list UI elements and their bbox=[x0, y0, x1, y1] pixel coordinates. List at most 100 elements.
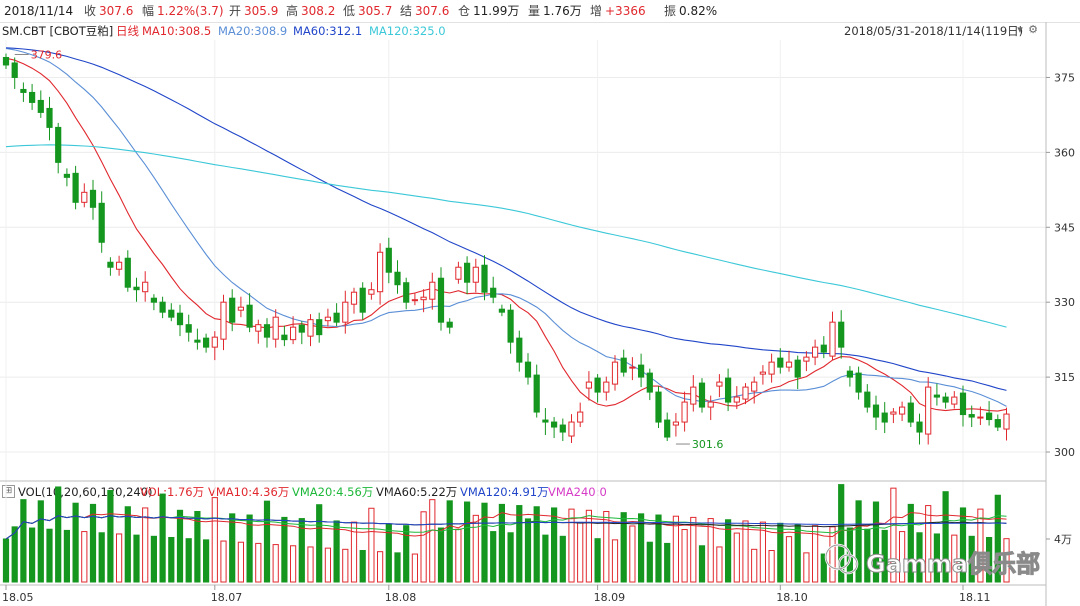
volume-bar bbox=[1003, 538, 1010, 583]
collapse-icon[interactable]: ⊞ bbox=[2, 485, 15, 498]
candle-body bbox=[429, 281, 436, 300]
candle-body bbox=[907, 402, 914, 423]
volume-bar bbox=[2, 538, 10, 583]
amplitude-label: 振 bbox=[664, 4, 677, 18]
candle-body bbox=[846, 370, 853, 378]
vma120-value: VMA120:4.91万 bbox=[460, 485, 549, 499]
candle-body bbox=[733, 396, 740, 403]
volume-bar bbox=[316, 504, 323, 583]
candle-body bbox=[829, 321, 836, 357]
candle-body bbox=[855, 372, 862, 393]
candle-body bbox=[176, 312, 184, 326]
chevron-down-icon[interactable]: ▾ bbox=[1017, 23, 1023, 36]
low-value: 305.7 bbox=[358, 4, 393, 18]
settle-label: 结 bbox=[400, 4, 413, 18]
candle-body bbox=[37, 99, 44, 113]
candle-body bbox=[403, 282, 410, 303]
price-tick-label: 315 bbox=[1054, 371, 1075, 384]
time-tick-label: 18.05 bbox=[2, 591, 34, 604]
time-tick-label: 18.08 bbox=[385, 591, 417, 604]
volume-tick-label: 4万 bbox=[1054, 533, 1072, 546]
candle-body bbox=[933, 394, 940, 398]
volume-bar bbox=[855, 500, 862, 583]
candle-body bbox=[481, 264, 488, 293]
candle-body bbox=[2, 56, 10, 66]
volume-bar bbox=[838, 484, 845, 583]
volume-bar bbox=[638, 513, 645, 583]
volume-bar bbox=[81, 531, 88, 583]
candle-body bbox=[785, 361, 793, 368]
ma-legend: SM.CBT [CBOT豆粕] 日线 MA10:308.5 MA20:308.9… bbox=[0, 22, 1080, 40]
candle-body bbox=[159, 301, 166, 313]
candle-body bbox=[925, 386, 932, 435]
volume-bar bbox=[542, 534, 549, 583]
candle-body bbox=[472, 266, 479, 283]
oi-change-value: +3366 bbox=[605, 4, 646, 18]
volume-bar bbox=[603, 510, 610, 583]
settings-gear-icon[interactable]: ⚙ bbox=[1028, 23, 1038, 36]
volume-bar bbox=[429, 499, 436, 583]
candle-body bbox=[899, 406, 906, 415]
candle-body bbox=[490, 287, 497, 298]
volume-bar bbox=[342, 548, 349, 583]
ma-line-ma20 bbox=[5, 47, 1007, 407]
volume-bar bbox=[229, 513, 236, 583]
candle-body bbox=[150, 297, 158, 303]
symbol-name: SM.CBT [CBOT豆粕] bbox=[2, 24, 114, 38]
candle-body bbox=[263, 324, 271, 338]
ma60-value: MA60:312.1 bbox=[293, 24, 363, 38]
volume-legend: ⊞ VOL(10,20,60,120,240) VOL:1.76万 VMA10:… bbox=[0, 483, 1080, 501]
candle-body bbox=[681, 401, 688, 423]
amplitude-value: 0.82% bbox=[679, 4, 718, 18]
candle-body bbox=[820, 344, 827, 353]
close-label: 收 bbox=[84, 4, 97, 18]
volume-bar bbox=[211, 497, 218, 583]
candle-body bbox=[411, 299, 418, 302]
candle-body bbox=[959, 392, 967, 416]
candle-body bbox=[333, 312, 340, 323]
candle-body bbox=[464, 262, 471, 283]
candle-body bbox=[281, 334, 288, 341]
settle-value: 307.6 bbox=[415, 4, 450, 18]
candle-body bbox=[551, 421, 558, 428]
volume-bar bbox=[611, 539, 619, 583]
period-label[interactable]: 日线 bbox=[116, 24, 139, 38]
volume-bar bbox=[150, 535, 158, 583]
candle-body bbox=[977, 416, 984, 419]
volume-bar bbox=[89, 503, 97, 583]
ma10-value: MA10:308.5 bbox=[142, 24, 212, 38]
candle-body bbox=[986, 412, 993, 421]
candle-body bbox=[585, 381, 592, 389]
oi-value: 11.99万 bbox=[473, 4, 520, 18]
candle-body bbox=[307, 319, 314, 337]
candle-body bbox=[951, 396, 958, 405]
candle-body bbox=[359, 287, 366, 313]
volume-bar bbox=[803, 552, 810, 583]
volume-bar bbox=[994, 494, 1001, 583]
candle-body bbox=[20, 88, 27, 93]
volume-bar bbox=[246, 514, 253, 583]
date-range: 2018/05/31-2018/11/14(119日) bbox=[844, 24, 1024, 38]
candle-body bbox=[664, 419, 671, 438]
oi-label: 仓 bbox=[458, 4, 471, 18]
volume-bar bbox=[46, 528, 53, 583]
volume-bar bbox=[768, 550, 775, 583]
volume-value: 1.76万 bbox=[543, 4, 582, 18]
volume-bar bbox=[516, 505, 523, 583]
volume-bar bbox=[55, 486, 62, 583]
candle-body bbox=[803, 356, 810, 362]
candle-body bbox=[568, 421, 575, 437]
candle-body bbox=[707, 401, 714, 408]
candle-body bbox=[777, 357, 784, 368]
candle-body bbox=[542, 419, 549, 423]
volume-bar bbox=[272, 544, 279, 583]
low-label: 低 bbox=[343, 4, 356, 18]
candle-body bbox=[812, 346, 819, 358]
vol-value: VOL:1.76万 bbox=[140, 485, 205, 499]
ma20-value: MA20:308.9 bbox=[218, 24, 288, 38]
candle-body bbox=[29, 91, 36, 103]
volume-bar bbox=[725, 519, 732, 583]
candle-body bbox=[794, 359, 801, 378]
volume-bar bbox=[925, 505, 932, 583]
